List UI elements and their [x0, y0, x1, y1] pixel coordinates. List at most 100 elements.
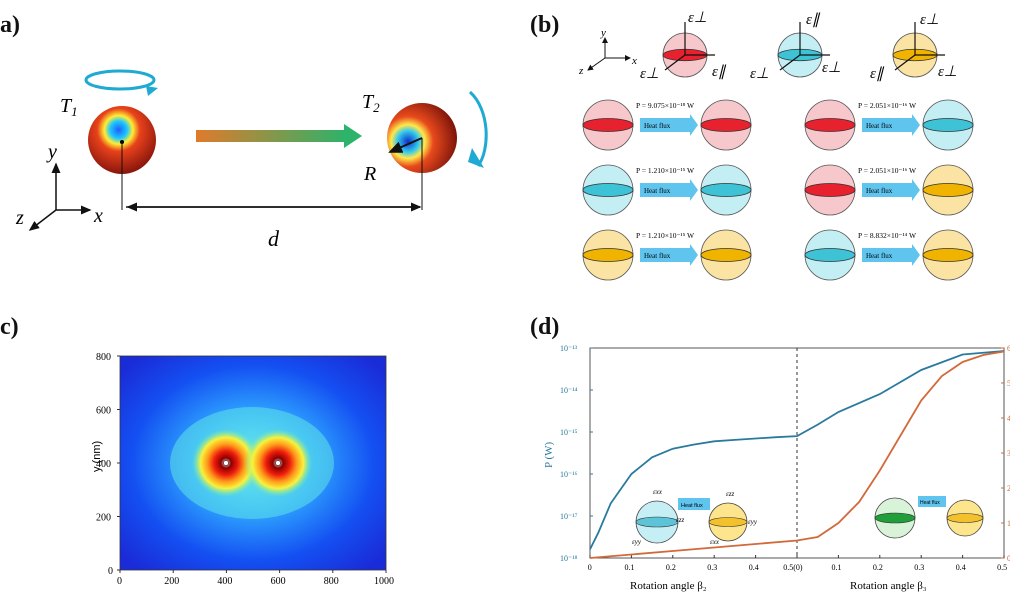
panel-d-label: (d): [530, 314, 560, 340]
d-rtick: 5: [1007, 379, 1010, 388]
c-ytick: 200: [96, 513, 111, 524]
c-xtick: 800: [324, 576, 339, 587]
d-rtick: 0: [1007, 554, 1010, 563]
svg-text:εzz: εzz: [676, 516, 684, 524]
d-rtick: 3: [1007, 449, 1010, 458]
d-rtick: 4: [1007, 414, 1010, 423]
axis-z-label: z: [15, 207, 24, 229]
heat-flux-label: Heat flux: [866, 187, 893, 195]
heat-flux-label: Heat flux: [866, 252, 893, 260]
panel-b-figure: y x z ε⊥ ε⊥ ε∥ ε∥ ε⊥ ε⊥ ε⊥ ε∥ ε⊥ Heat flux P = 9.…: [578, 10, 974, 281]
c-ytick: 600: [96, 406, 111, 417]
heat-flux-label: Heat flux: [644, 252, 671, 260]
d-heatflux-left: [678, 498, 710, 510]
d-xtick: 0.5(0): [783, 563, 803, 572]
svg-text:εyy: εyy: [748, 518, 758, 526]
b-sphere: [700, 164, 752, 216]
power-label: P = 8.832×10⁻¹⁴ W: [858, 231, 917, 240]
t1-label: T1: [60, 95, 78, 119]
power-label: P = 2.051×10⁻¹⁶ W: [858, 166, 917, 175]
b-eps-label: ε⊥: [688, 10, 707, 26]
c-ticks: 0 200 400 600 800 1000 0 200 400 600 800: [96, 352, 394, 587]
heat-flux-label: Heat flux: [644, 122, 671, 130]
d-xtick: 0.4: [956, 563, 966, 572]
svg-text:Heat flux: Heat flux: [920, 500, 940, 506]
panel-a-figure: T1 T2 R d y x z: [15, 69, 488, 251]
b-top-spheres: ε⊥ ε⊥ ε∥ ε∥ ε⊥ ε⊥ ε⊥ ε∥ ε⊥: [640, 10, 957, 82]
b-axis-z: z: [578, 65, 584, 77]
axis-x-label: x: [93, 205, 103, 227]
b-sphere: [582, 164, 634, 216]
d-ytick: 10⁻¹⁶: [560, 470, 578, 479]
d-series-line: [589, 350, 1005, 550]
heat-flux-arrow: [862, 118, 912, 132]
axes-triad-b: [587, 37, 631, 71]
c-xtick: 600: [271, 576, 286, 587]
d-lines: [589, 350, 1005, 559]
b-sphere: [922, 99, 974, 151]
d-xtick: 0.4: [749, 563, 759, 572]
b-eps-label: ε∥: [712, 64, 727, 80]
b-sphere: [804, 164, 856, 216]
svg-text:εxx: εxx: [710, 538, 720, 546]
c-ytick: 0: [108, 566, 113, 577]
r-label: R: [363, 163, 376, 185]
panel-b: (b) y x z ε⊥ ε⊥ ε∥ ε∥ ε⊥ ε⊥ ε⊥ ε∥ ε⊥ Heat flux P …: [500, 0, 1010, 300]
d-xtick: 0.5: [997, 563, 1007, 572]
b-rows: Heat flux P = 9.075×10⁻¹⁸ W Heat flux P = 2…: [582, 99, 974, 281]
d-xtick: 0.3: [707, 563, 717, 572]
heat-flux-arrow: [640, 183, 690, 197]
c-ytick: 800: [96, 352, 111, 363]
d-rtick: 6: [1007, 344, 1010, 353]
panel-c-figure: 0 200 400 600 800 1000 0 200 400 600 800 y (nm): [91, 352, 394, 587]
panel-c-label: (c): [0, 314, 19, 340]
d-ytick: 10⁻¹⁴: [560, 386, 578, 395]
d-xtick: 0.1: [625, 563, 635, 572]
d-heatflux-right: [918, 496, 946, 507]
b-axis-x: x: [631, 55, 637, 67]
d-xtick: 0: [588, 563, 592, 572]
axis-y-label: y: [46, 141, 57, 163]
d-xtick: 0.3: [914, 563, 924, 572]
heat-arrow: [196, 130, 346, 142]
panel-d: (d) 10⁻¹³ 10⁻¹⁴ 10⁻¹⁵ 10⁻¹⁶ 10⁻¹⁷ 10⁻¹⁸ 6 5 4 3 2 1…: [500, 300, 1010, 600]
c-xtick: 400: [217, 576, 232, 587]
c-xtick: 1000: [374, 576, 394, 587]
heat-flux-arrow: [640, 118, 690, 132]
b-sphere: [700, 99, 752, 151]
b-eps-label: ε⊥: [750, 66, 769, 82]
d-xtick: 0.2: [873, 563, 883, 572]
b-sphere: [700, 229, 752, 281]
d-ytick: 10⁻¹³: [560, 344, 578, 353]
power-label: P = 2.051×10⁻¹⁶ W: [858, 101, 917, 110]
b-eps-label: ε⊥: [822, 60, 841, 76]
d-label: d: [268, 226, 280, 251]
power-label: P = 1.210×10⁻¹⁵ W: [636, 231, 695, 240]
b-eps-label: ε⊥: [920, 12, 939, 28]
svg-text:Heat flux: Heat flux: [681, 503, 703, 509]
power-label: P = 1.210×10⁻¹⁵ W: [636, 166, 695, 175]
c-ylabel: y (nm): [91, 441, 103, 472]
svg-text:εxx: εxx: [653, 488, 663, 496]
b-eps-label: ε⊥: [640, 66, 659, 82]
d-ytick: 10⁻¹⁵: [560, 428, 578, 437]
heat-flux-arrow: [862, 248, 912, 262]
d-rtick: 2: [1007, 484, 1010, 493]
b-sphere: [804, 99, 856, 151]
d-xtick: 0.1: [832, 563, 842, 572]
d-ylabel: P (W): [543, 441, 555, 468]
b-eps-label: ε∥: [870, 66, 885, 82]
svg-text:εyy: εyy: [632, 538, 642, 546]
b-eps-label: ε⊥: [938, 64, 957, 80]
panel-a: (a): [0, 0, 500, 300]
heat-flux-label: Heat flux: [644, 187, 671, 195]
c-xtick: 0: [117, 576, 122, 587]
b-sphere: [582, 229, 634, 281]
c-ytick: 400: [96, 459, 111, 470]
b-sphere: [804, 229, 856, 281]
d-ytick: 10⁻¹⁸: [560, 554, 578, 563]
b-sphere: [582, 99, 634, 151]
svg-text:εzz: εzz: [726, 490, 734, 498]
